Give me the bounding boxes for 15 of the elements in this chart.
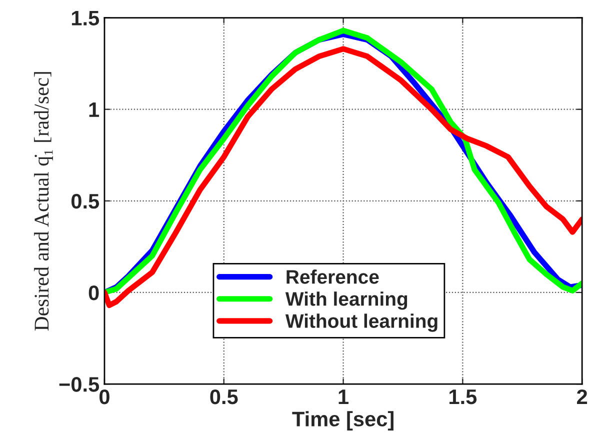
x-tick-label: 1.5 — [450, 390, 477, 404]
y-tick-label: 0 — [88, 285, 99, 300]
x-axis-title: Time [sec] — [292, 411, 394, 431]
x-tick-label: 2 — [577, 389, 588, 404]
legend-label: Reference — [286, 270, 379, 284]
x-tick-label: 1 — [338, 390, 348, 404]
y-axis-title: Desired and Actual q̇₁ [rad/sec] — [34, 72, 53, 331]
legend-label: With learning — [285, 292, 408, 310]
y-tick-label: −0.5 — [59, 377, 100, 392]
y-tick-label: 0.5 — [71, 194, 100, 209]
legend-label: Without learning — [285, 314, 438, 332]
y-tick-label: 1.5 — [72, 10, 100, 26]
x-tick-label: 0 — [100, 389, 110, 404]
y-tick-label: 1 — [89, 102, 100, 117]
x-tick-label: 0.5 — [210, 389, 238, 404]
